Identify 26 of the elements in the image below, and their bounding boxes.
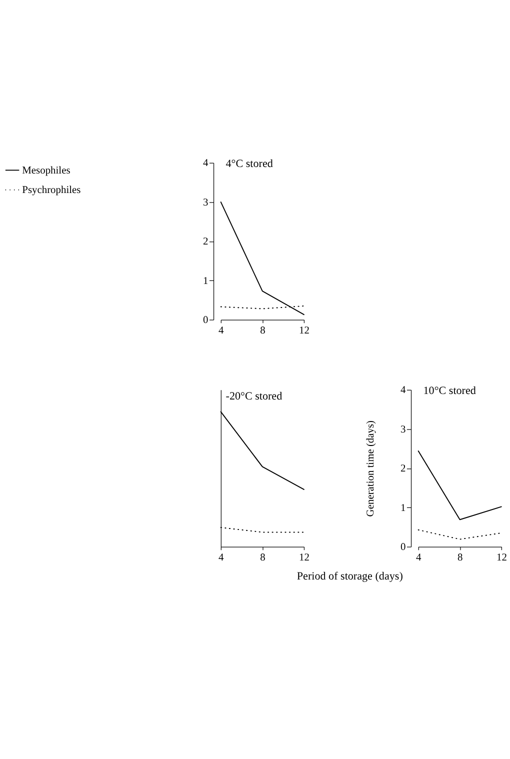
y-tick-label: 4 — [203, 158, 210, 170]
x-tick-label: 8 — [260, 552, 266, 564]
x-tick-label: 4 — [218, 326, 225, 337]
x-axis-title: Period of storage (days) — [296, 570, 404, 582]
y-tick-label: 1 — [400, 502, 406, 514]
y-tick-label: 0 — [400, 542, 406, 554]
x-tick-label: 4 — [218, 552, 225, 564]
y-tick-label: 3 — [203, 197, 208, 208]
x-tick-label: 8 — [260, 326, 266, 337]
legend-label: Psychrophiles — [22, 184, 81, 196]
chart-title: 10°C stored — [423, 385, 476, 398]
chart-title: 4°C stored — [226, 158, 274, 170]
x-tick-label: 12 — [298, 552, 310, 564]
legend-label: Mesophiles — [22, 165, 70, 176]
y-tick-label: 1 — [203, 276, 208, 287]
y-axis-title: Generation time (days) — [366, 420, 377, 517]
chart-title: -20°C stored — [226, 390, 283, 403]
x-tick-label: 8 — [458, 552, 463, 564]
y-tick-label: 2 — [400, 464, 406, 475]
x-tick-label: 12 — [496, 552, 507, 564]
y-tick-label: 2 — [203, 236, 208, 248]
y-tick-label: 3 — [400, 424, 406, 436]
x-tick-label: 4 — [416, 552, 422, 564]
y-tick-label: 4 — [400, 385, 407, 396]
y-tick-label: 0 — [203, 315, 208, 326]
x-tick-label: 12 — [298, 326, 310, 337]
